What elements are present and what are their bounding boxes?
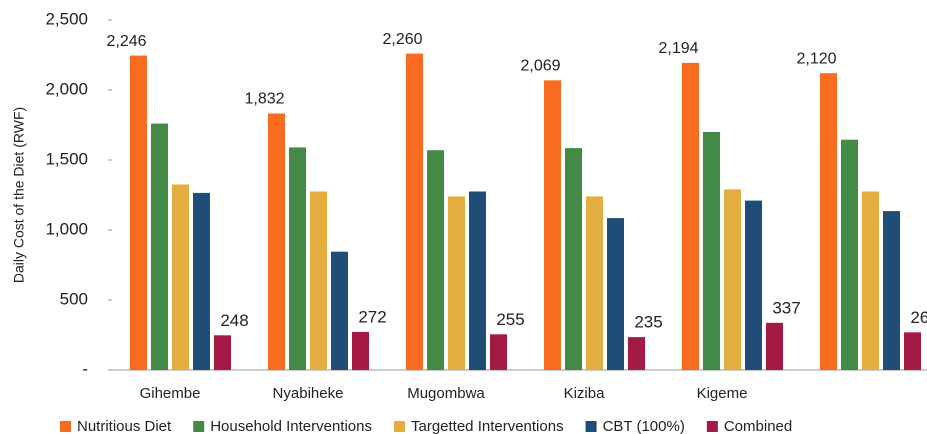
value-label: 337	[772, 298, 800, 317]
legend-label: Targetted Interventions	[411, 418, 564, 434]
bar	[820, 73, 837, 370]
bar	[331, 251, 348, 370]
y-tick-label: 2,500	[45, 9, 88, 28]
value-label: 2,260	[382, 31, 422, 48]
bar	[586, 196, 603, 370]
bar	[151, 123, 168, 370]
bar	[172, 184, 189, 370]
value-label: 2,194	[658, 40, 698, 57]
bar	[448, 196, 465, 370]
bar	[427, 150, 444, 370]
legend-swatch	[585, 421, 597, 432]
x-tick-label: Gihembe	[140, 385, 201, 402]
bar	[469, 191, 486, 370]
x-tick-label: Mugombwa	[407, 385, 485, 402]
x-tick-label: Nyabiheke	[273, 385, 344, 402]
bar	[862, 191, 879, 370]
y-tick-label: 2,000	[45, 79, 88, 98]
value-label: 2,246	[106, 33, 146, 50]
bar	[565, 148, 582, 370]
y-tick-label: 500	[60, 289, 88, 308]
legend-swatch	[193, 421, 205, 432]
y-tick-label: 1,000	[45, 219, 88, 238]
bar	[724, 189, 741, 370]
y-tick-label: 1,500	[45, 149, 88, 168]
legend-swatch	[706, 421, 718, 432]
x-tick-label: Kiziba	[564, 385, 606, 402]
bar	[310, 191, 327, 370]
value-label: 248	[220, 311, 248, 330]
value-label: 255	[496, 310, 524, 329]
value-label: 269	[910, 308, 927, 327]
legend-swatch	[393, 421, 405, 432]
bar	[214, 335, 231, 370]
value-label: 1,832	[244, 91, 284, 108]
y-tick-label: -	[82, 359, 88, 378]
bar	[745, 200, 762, 370]
value-label: 2,069	[520, 58, 560, 75]
value-label: 235	[634, 313, 662, 332]
legend-label: Combined	[724, 418, 792, 434]
bar	[130, 55, 147, 371]
bar	[352, 331, 369, 370]
legend-label: Nutritious Diet	[77, 418, 172, 434]
y-axis-title: Daily Cost of the Diet (RWF)	[11, 107, 27, 283]
bar	[703, 132, 720, 370]
bar	[628, 337, 645, 370]
bar	[268, 113, 285, 371]
bar	[607, 218, 624, 370]
bar	[883, 211, 900, 370]
bar	[289, 147, 306, 370]
bar	[406, 53, 423, 370]
bar	[682, 62, 699, 371]
bar	[544, 80, 561, 370]
bar	[841, 139, 858, 370]
legend-label: CBT (100%)	[603, 418, 685, 434]
legend-swatch	[60, 421, 71, 432]
legend-label: Household Interventions	[210, 418, 372, 434]
x-tick-label: Kigeme	[697, 385, 748, 402]
bar	[490, 334, 507, 370]
value-label: 2,120	[796, 50, 836, 67]
value-label: 272	[358, 307, 386, 326]
bar	[904, 332, 921, 370]
bar	[766, 322, 783, 370]
bar	[193, 192, 210, 370]
